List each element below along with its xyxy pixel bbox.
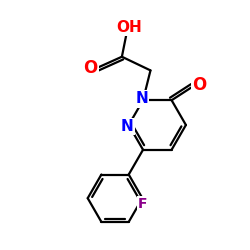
Text: N: N: [121, 119, 134, 134]
Text: OH: OH: [116, 20, 142, 35]
Text: O: O: [83, 59, 97, 77]
Text: O: O: [192, 76, 207, 94]
Text: F: F: [138, 198, 147, 211]
Text: N: N: [136, 92, 148, 106]
